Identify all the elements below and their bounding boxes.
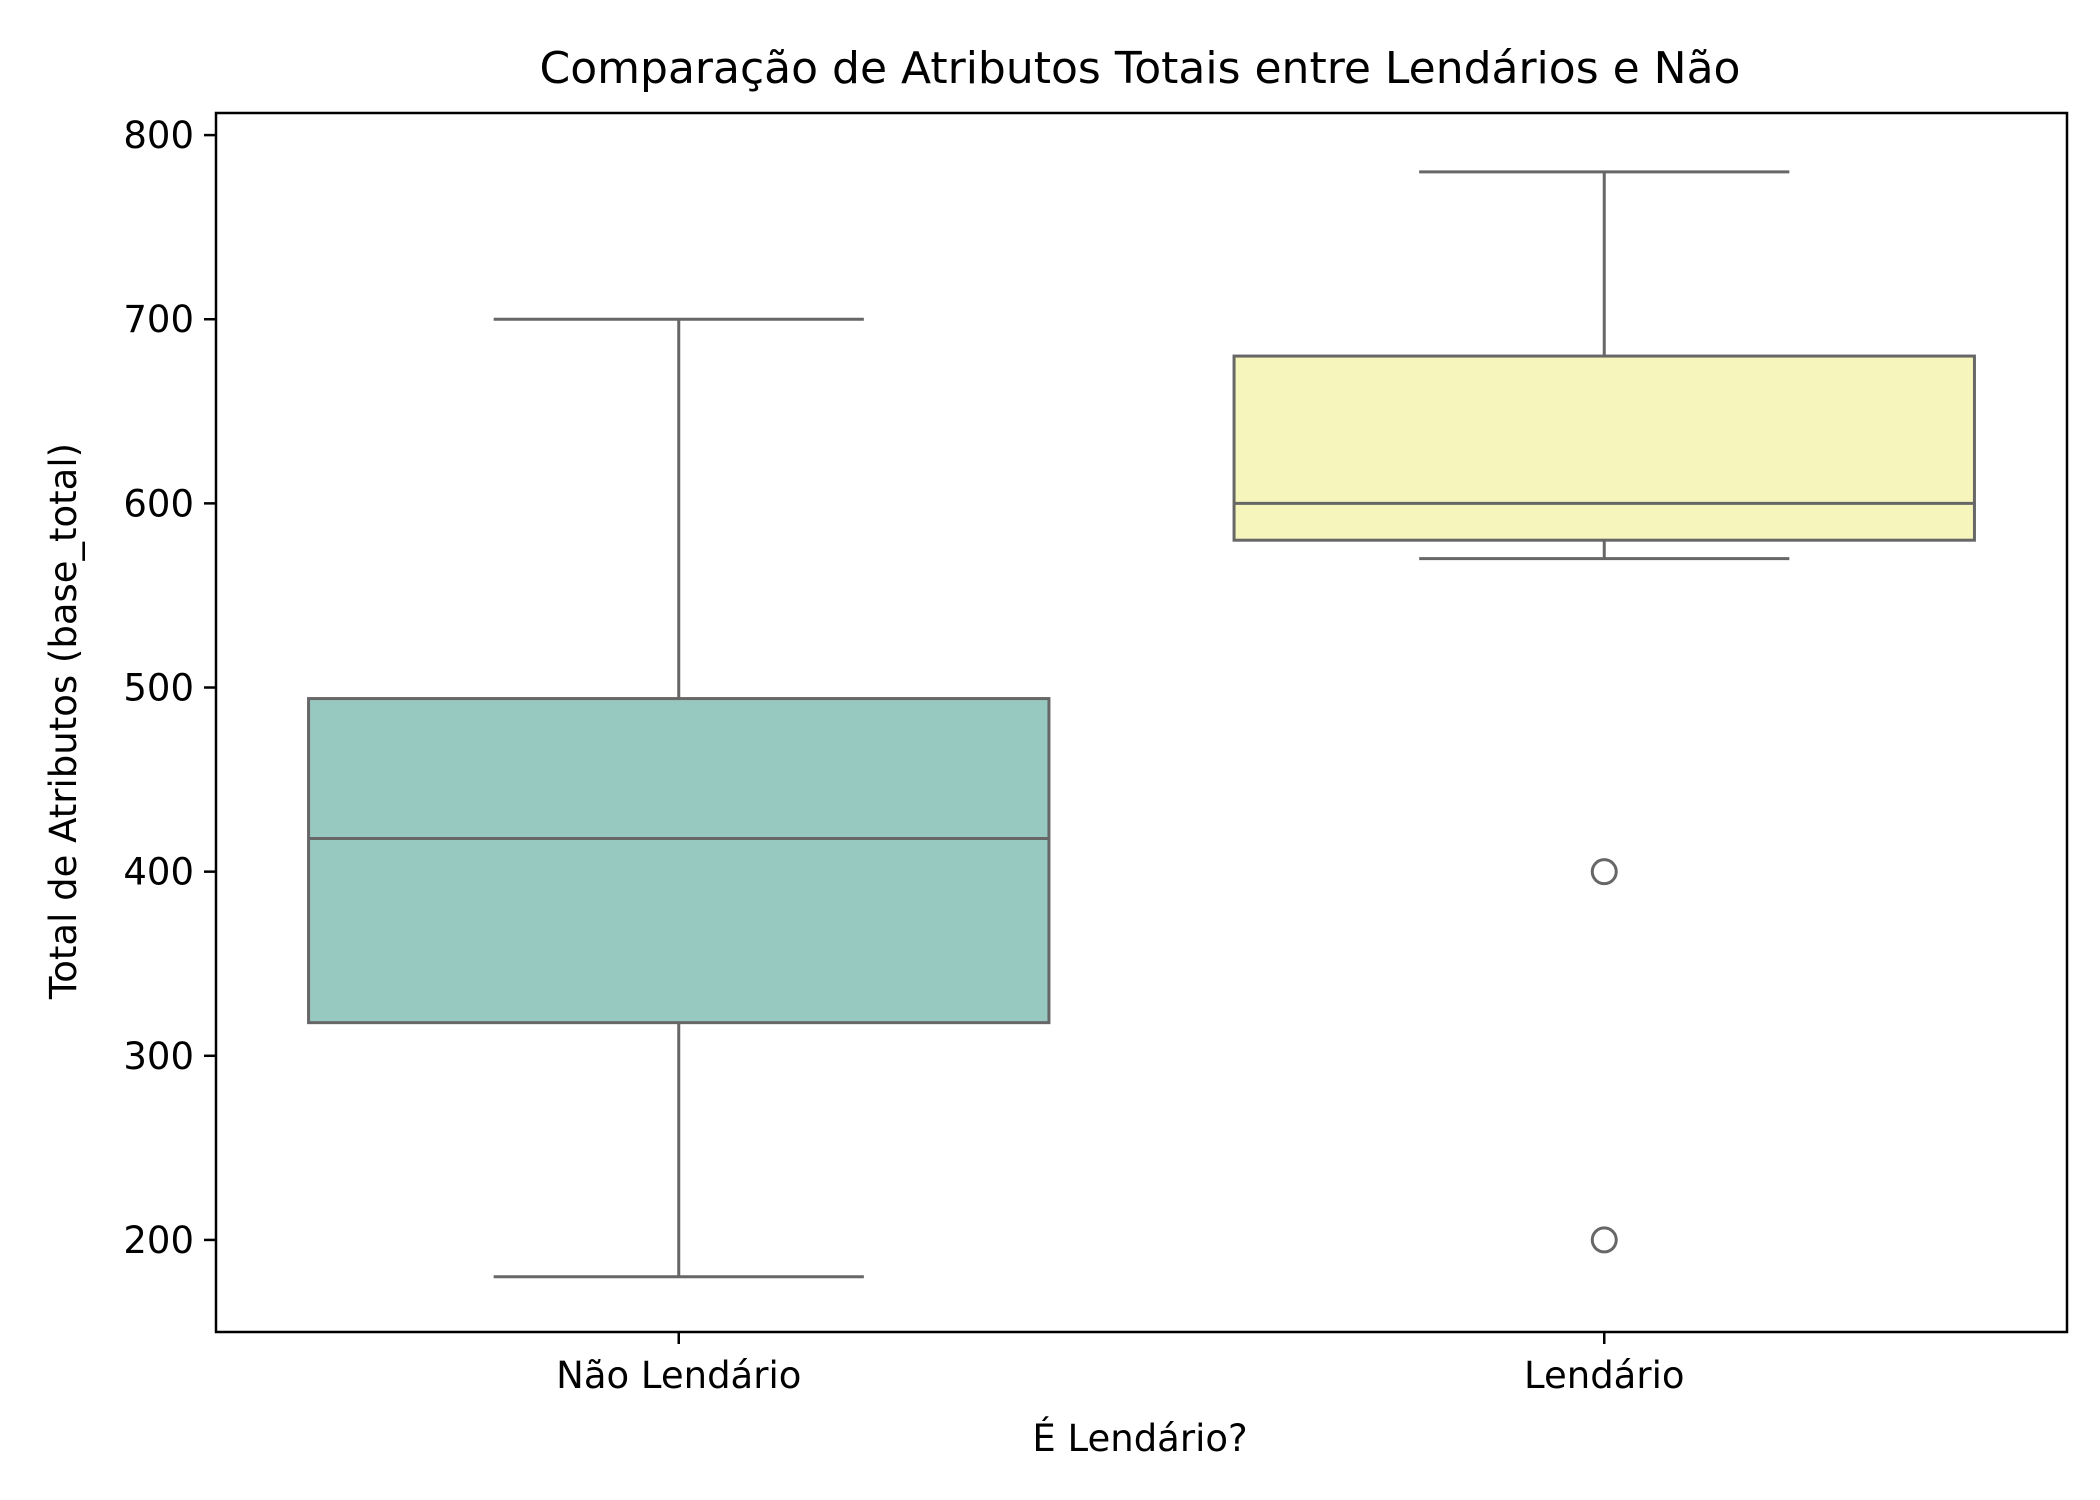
box xyxy=(307,697,1051,1025)
x-tick-label: Não Lendário xyxy=(556,1354,801,1397)
y-tick-label: 600 xyxy=(123,482,194,525)
y-tick-label: 800 xyxy=(123,114,194,157)
x-tick-label: Lendário xyxy=(1524,1354,1684,1397)
plot-frame xyxy=(214,111,2069,1334)
y-tick-label: 400 xyxy=(123,851,194,894)
y-tick-label: 200 xyxy=(123,1219,194,1262)
outlier-point xyxy=(1590,1226,1618,1254)
outlier-point xyxy=(1590,858,1618,886)
y-tick-label: 300 xyxy=(123,1035,194,1078)
box-group xyxy=(307,317,1051,1279)
y-tick-label: 700 xyxy=(123,298,194,341)
box-group xyxy=(1232,170,1976,1254)
y-axis-label: Total de Atributos (base_total) xyxy=(42,443,85,1000)
y-tick-label: 500 xyxy=(123,667,194,710)
x-axis: Não Lendário Lendário xyxy=(556,1332,1684,1397)
box xyxy=(1232,354,1976,542)
chart-title: Comparação de Atributos Totais entre Len… xyxy=(540,43,1741,94)
y-axis: 200 300 400 500 600 700 800 xyxy=(123,114,216,1262)
x-axis-label: É Lendário? xyxy=(1032,1416,1247,1460)
plot-area xyxy=(307,170,1976,1279)
